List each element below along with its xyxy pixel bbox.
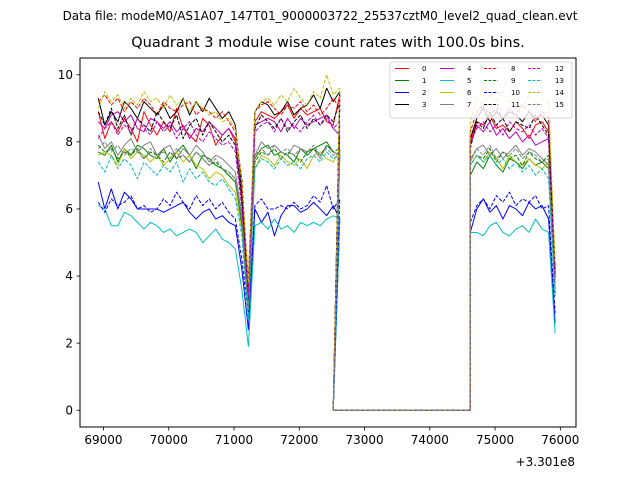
series-line-10	[97, 184, 556, 411]
figure-suptitle: Data file: modeM0/AS1A07_147T01_90000037…	[62, 9, 578, 23]
series-line-4	[97, 111, 556, 411]
legend-label-6: 6	[467, 89, 472, 97]
y-tick-label: 4	[65, 269, 73, 283]
x-tick-label: 74000	[411, 433, 449, 447]
legend-label-11: 11	[511, 101, 520, 109]
legend-label-12: 12	[555, 65, 564, 73]
series-line-7	[97, 134, 556, 411]
y-tick-label: 6	[65, 202, 73, 216]
chart-title: Quadrant 3 module wise count rates with …	[131, 35, 525, 51]
series-line-3	[97, 87, 556, 411]
x-tick-label: 72000	[280, 433, 318, 447]
y-tick-label: 10	[58, 68, 73, 82]
legend-label-2: 2	[422, 89, 426, 97]
series-line-11	[97, 101, 556, 411]
legend-label-9: 9	[511, 77, 515, 85]
axes-frame	[79, 57, 577, 428]
x-offset-label: +3.301e8	[516, 455, 575, 469]
y-tick-label: 2	[65, 336, 73, 350]
legend-label-10: 10	[511, 89, 520, 97]
y-tick-label: 0	[65, 403, 73, 417]
series-line-9	[97, 144, 556, 411]
x-tick-label: 76000	[541, 433, 579, 447]
legend-label-13: 13	[555, 77, 564, 85]
x-axis: 69000 70000 71000 72000 73000 74000 75000 76000	[84, 427, 579, 447]
x-tick-label: 73000	[345, 433, 383, 447]
series-line-2	[97, 182, 556, 411]
x-tick-label: 69000	[84, 433, 122, 447]
legend-label-0: 0	[422, 65, 426, 73]
series-line-12	[97, 114, 556, 411]
legend-label-15: 15	[555, 101, 564, 109]
x-tick-label: 71000	[215, 433, 253, 447]
series-line-15	[97, 141, 556, 411]
x-tick-label: 75000	[476, 433, 514, 447]
legend-label-14: 14	[555, 89, 564, 97]
legend-label-8: 8	[511, 65, 515, 73]
legend-label-4: 4	[467, 65, 472, 73]
series-line-6	[98, 148, 556, 411]
legend-label-3: 3	[422, 101, 426, 109]
y-axis: 0 2 4 6 8 10	[58, 68, 80, 417]
plot-lines	[97, 74, 556, 411]
y-tick-label: 8	[65, 135, 73, 149]
series-line-5	[98, 205, 556, 411]
legend-label-1: 1	[422, 77, 426, 85]
series-line-13	[97, 151, 556, 411]
legend-label-7: 7	[467, 101, 471, 109]
legend-label-5: 5	[467, 77, 471, 85]
series-line-1	[98, 141, 556, 411]
x-tick-label: 70000	[150, 433, 188, 447]
legend-frame	[389, 61, 573, 119]
